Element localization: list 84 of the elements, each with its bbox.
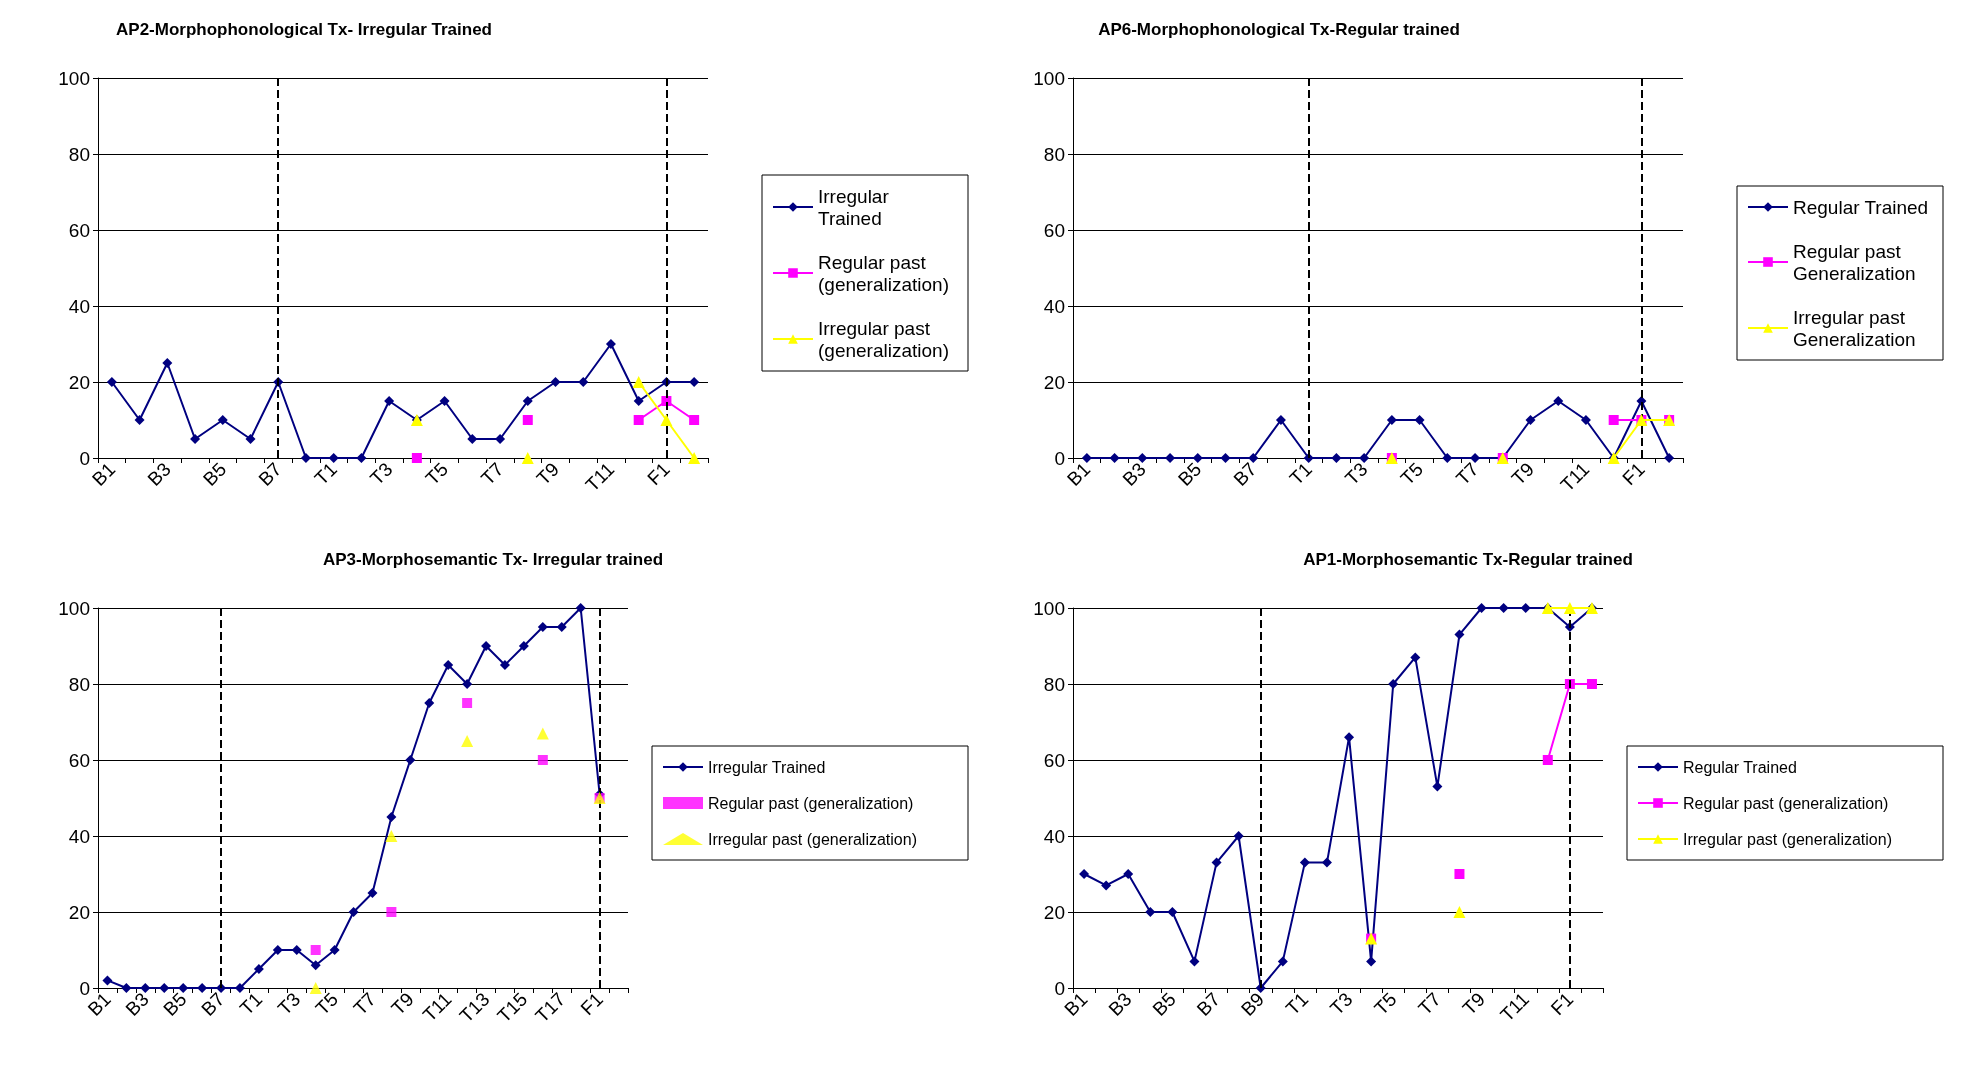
x-tick-label: T11 bbox=[418, 988, 456, 1026]
x-tick-label: T9 bbox=[532, 458, 563, 490]
x-tick-label: T5 bbox=[1396, 458, 1428, 490]
x-tick-label: F1 bbox=[576, 988, 608, 1020]
x-tick-label: B5 bbox=[198, 458, 231, 490]
y-tick-label: 40 bbox=[68, 825, 90, 847]
y-tick-label: 60 bbox=[68, 219, 90, 241]
y-tick-label: 0 bbox=[1054, 977, 1065, 999]
x-tick-label: B3 bbox=[1104, 988, 1136, 1020]
y-tick-label: 20 bbox=[68, 901, 90, 923]
x-tick-label: T7 bbox=[349, 988, 380, 1020]
x-tick-label: T1 bbox=[235, 988, 267, 1020]
y-tick-label: 0 bbox=[79, 977, 90, 999]
legend-label: Irregular past Generalization bbox=[1793, 306, 1916, 350]
chart-title: AP3-Morphosemantic Tx- Irregular trained bbox=[322, 550, 664, 569]
x-tick-label: T17 bbox=[531, 988, 570, 1027]
legend-label: Regular Trained bbox=[1683, 758, 1797, 776]
x-tick-label: B5 bbox=[1173, 458, 1206, 490]
y-tick-label: 100 bbox=[1033, 67, 1065, 89]
chart-title: AP6-Morphophonological Tx-Regular trained bbox=[1098, 20, 1460, 39]
x-tick-label: T3 bbox=[273, 988, 305, 1020]
y-tick-label: 20 bbox=[68, 371, 90, 393]
x-tick-label: B3 bbox=[1118, 458, 1150, 490]
x-tick-label: T5 bbox=[421, 458, 453, 490]
legend-label: Regular past (generalization) bbox=[818, 251, 949, 295]
y-tick-label: 40 bbox=[68, 295, 90, 317]
x-tick-label: T11 bbox=[1496, 988, 1534, 1026]
x-tick-label: T7 bbox=[1451, 458, 1483, 490]
legend-label: Irregular past (generalization) bbox=[708, 830, 917, 848]
x-tick-label: T9 bbox=[1458, 988, 1489, 1020]
y-tick-label: 80 bbox=[68, 143, 90, 165]
y-tick-label: 40 bbox=[1043, 295, 1065, 317]
y-tick-label: 0 bbox=[1054, 447, 1065, 469]
legend-label: Regular past (generalization) bbox=[708, 794, 914, 812]
y-tick-label: 100 bbox=[58, 597, 90, 619]
x-tick-label: T11 bbox=[581, 458, 619, 496]
y-tick-label: 100 bbox=[1033, 597, 1065, 619]
x-tick-label: B5 bbox=[159, 988, 191, 1020]
x-tick-label: B9 bbox=[1236, 988, 1269, 1020]
y-tick-label: 80 bbox=[1043, 143, 1065, 165]
x-tick-label: T1 bbox=[310, 458, 342, 490]
y-tick-label: 20 bbox=[1043, 901, 1065, 923]
x-tick-label: B7 bbox=[1229, 458, 1261, 490]
x-tick-label: T3 bbox=[1341, 458, 1372, 490]
x-tick-label: F1 bbox=[643, 458, 674, 490]
x-tick-label: T7 bbox=[476, 458, 508, 490]
legend-label: Irregular Trained bbox=[818, 185, 895, 229]
x-tick-label: T15 bbox=[493, 988, 532, 1027]
y-tick-label: 60 bbox=[68, 749, 90, 771]
x-tick-label: T9 bbox=[387, 988, 418, 1020]
x-tick-label: B3 bbox=[121, 988, 153, 1020]
y-tick-label: 40 bbox=[1043, 825, 1065, 847]
legend-label: Irregular past (generalization) bbox=[818, 317, 949, 361]
x-tick-label: T7 bbox=[1414, 988, 1445, 1020]
x-tick-label: T1 bbox=[1285, 458, 1317, 490]
x-tick-label: T13 bbox=[455, 988, 494, 1027]
x-tick-label: T3 bbox=[366, 458, 397, 490]
x-tick-label: B5 bbox=[1148, 988, 1180, 1020]
x-tick-label: T11 bbox=[1556, 458, 1594, 496]
y-tick-label: 60 bbox=[1043, 219, 1065, 241]
x-tick-label: B3 bbox=[143, 458, 175, 490]
x-tick-label: T1 bbox=[1281, 988, 1313, 1020]
x-tick-label: T9 bbox=[1507, 458, 1538, 490]
y-tick-label: 60 bbox=[1043, 749, 1065, 771]
y-tick-label: 80 bbox=[1043, 673, 1065, 695]
y-tick-label: 20 bbox=[1043, 371, 1065, 393]
y-tick-label: 80 bbox=[68, 673, 90, 695]
y-tick-label: 100 bbox=[58, 67, 90, 89]
x-tick-label: B7 bbox=[1192, 988, 1224, 1020]
legend-label: Regular past (generalization) bbox=[1683, 794, 1889, 812]
x-tick-label: B7 bbox=[254, 458, 286, 490]
y-tick-label: 0 bbox=[79, 447, 90, 469]
chart-title: AP1-Morphosemantic Tx-Regular trained bbox=[1303, 550, 1633, 569]
x-tick-label: B7 bbox=[197, 988, 229, 1020]
legend-label: Regular past Generalization bbox=[1793, 240, 1916, 284]
legend-label: Irregular Trained bbox=[708, 758, 826, 776]
x-tick-label: F1 bbox=[1618, 458, 1649, 490]
x-tick-label: T3 bbox=[1325, 988, 1357, 1020]
x-tick-label: F1 bbox=[1546, 988, 1578, 1020]
x-tick-label: T5 bbox=[311, 988, 343, 1020]
chart-title: AP2-Morphophonological Tx- Irregular Trained bbox=[116, 20, 492, 39]
legend-label: Regular Trained bbox=[1793, 196, 1929, 218]
x-tick-label: T5 bbox=[1370, 988, 1401, 1020]
legend-label: Irregular past (generalization) bbox=[1683, 830, 1892, 848]
